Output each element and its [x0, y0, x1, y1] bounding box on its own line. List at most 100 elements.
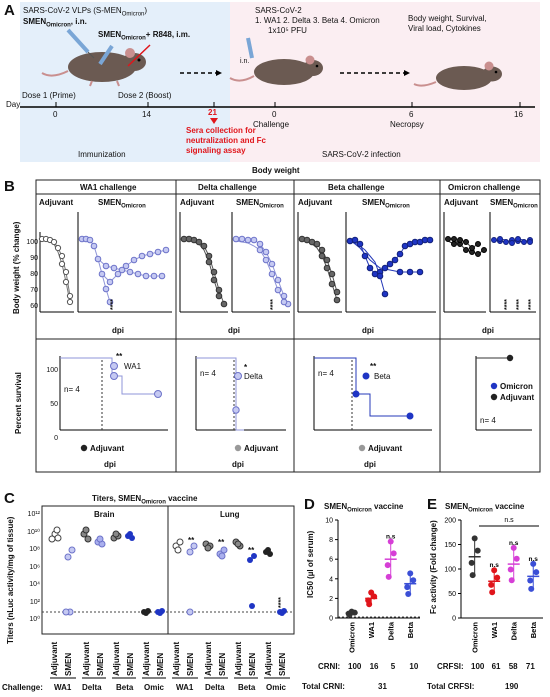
- day-label: Day: [6, 100, 21, 109]
- c-x-smen-2: SMEN: [96, 652, 105, 676]
- data-point: [491, 567, 498, 574]
- sig-delta: ****: [270, 299, 277, 310]
- sig-omicron-2: ****: [516, 299, 523, 310]
- omicron-survival-chart: [475, 354, 532, 431]
- data-point: [513, 555, 520, 562]
- dpi-label-wa1: dpi: [112, 326, 124, 335]
- lung-dots: [172, 538, 287, 616]
- mouse-icon: [229, 55, 323, 85]
- panel-c-y-label: Titers (nLuc activity/mg of tissue): [6, 516, 15, 644]
- c-x-adj-7: Adjuvant: [234, 641, 243, 676]
- sera-arrow-icon: [210, 118, 218, 124]
- smen-label-wa1: SMENOmicron: [98, 198, 146, 210]
- significance-label: n.s: [529, 556, 539, 563]
- header-delta: Delta challenge: [198, 183, 257, 192]
- c-x-adj-5: Adjuvant: [172, 641, 181, 676]
- c-strain-delta-brain: Delta: [82, 683, 102, 692]
- dpi-survival-wa1: dpi: [104, 460, 116, 469]
- c-x-smen-5: SMEN: [186, 652, 195, 676]
- sig-survival-delta: *: [244, 363, 248, 372]
- panel-a: A SARS-CoV-2 VLPs (S-MENOmicron) SMENOmi…: [0, 0, 550, 172]
- legend-adjuvant-omicron: Adjuvant: [500, 393, 535, 402]
- panel-e-title: SMENOmicron vaccine: [445, 502, 525, 514]
- c-x-adj-8: Adjuvant: [264, 641, 273, 676]
- challenge-day-0: 0: [272, 110, 277, 119]
- sig-c-2: **: [218, 538, 225, 547]
- day-21: 21: [208, 108, 217, 117]
- data-point: [474, 547, 481, 554]
- crni-label: CRNI:: [318, 662, 341, 671]
- header-beta: Beta challenge: [328, 183, 385, 192]
- syringe-icon: [98, 44, 114, 66]
- x-tick-label: Beta: [529, 621, 538, 638]
- significance-label: n.s: [504, 517, 514, 524]
- total-crni-value: 31: [378, 682, 387, 691]
- data-point: [488, 581, 495, 588]
- infection-label: SARS-CoV-2 infection: [322, 150, 401, 159]
- adjuvant-label-delta: Adjuvant: [180, 198, 215, 207]
- challenge-strains: 1. WA1 2. Delta 3. Beta 4. Omicron: [255, 16, 380, 25]
- fc-activity-chart: 200 150 100 50 0 Omicron WA1 n.s Delta n.s Beta n.s…: [444, 517, 543, 653]
- c-x-adj-1: Adjuvant: [50, 641, 59, 676]
- delta-weight-chart: [179, 212, 292, 313]
- total-crfsi-value: 190: [505, 682, 519, 691]
- day-0: 0: [53, 110, 58, 119]
- weight-y-ticks: 100 90 80 70 60: [26, 239, 38, 310]
- panel-c: C Titers, SMENOmicron vaccine: [0, 476, 300, 697]
- panel-c-y-ticks: 10¹² 10¹⁰ 10⁸ 10⁶ 10⁴ 10² 10⁰: [27, 511, 40, 623]
- dpi-label-beta: dpi: [362, 326, 374, 335]
- data-point: [469, 572, 476, 579]
- weight-y-label: Body weight (% change): [12, 221, 21, 314]
- c-x-smen-7: SMEN: [248, 652, 257, 676]
- smen-label-omicron: SMENOmicron: [490, 198, 538, 210]
- data-point: [533, 569, 540, 576]
- c-x-smen-6: SMEN: [218, 652, 227, 676]
- data-point: [468, 559, 475, 566]
- challenge-label: Challenge: [253, 120, 290, 129]
- sig-c-4: ****: [278, 597, 285, 608]
- y-tick-label: 100: [444, 567, 456, 574]
- x-tick-label: Beta: [406, 621, 415, 638]
- smen-in-label: SMENOmicron, i.n.: [23, 17, 87, 29]
- c-strain-delta-lung: Delta: [205, 683, 225, 692]
- panel-b: B Body weight: [0, 164, 550, 474]
- smen-label-beta: SMENOmicron: [362, 198, 410, 210]
- adjuvant-label-wa1: Adjuvant: [39, 198, 74, 207]
- significance-label: n.s: [509, 540, 519, 547]
- syringe-icon: [66, 28, 95, 59]
- wa1-weight-chart: [38, 212, 172, 313]
- legend-wa1: WA1: [124, 362, 142, 371]
- c-x-smen-8: SMEN: [278, 652, 287, 676]
- y-tick-label: 2: [329, 596, 333, 603]
- necropsy-label: Necropsy: [390, 120, 424, 129]
- y-tick-label: 6: [329, 557, 333, 564]
- y-tick-label: 0: [452, 616, 456, 623]
- c-strain-omic-brain: Omic: [144, 683, 165, 692]
- data-point: [527, 577, 534, 584]
- x-tick-label: Delta: [387, 621, 396, 640]
- panel-b-graphics: [35, 179, 541, 473]
- legend-adjuvant-wa1: Adjuvant: [90, 444, 125, 453]
- x-tick-label: Delta: [510, 621, 519, 640]
- y-tick-label: 150: [444, 542, 456, 549]
- c-x-smen-4: SMEN: [156, 652, 165, 676]
- endpoints-line2: Viral load, Cytokines: [408, 24, 481, 33]
- delta-survival-chart: [195, 356, 286, 452]
- challenge-title: SARS-CoV-2: [255, 6, 302, 15]
- sig-c-3: **: [248, 546, 255, 555]
- in-label: i.n.: [240, 58, 250, 65]
- x-tick-label: Omicron: [471, 622, 480, 653]
- mouse-icon: [41, 48, 146, 87]
- dose2-label: Dose 2 (Boost): [118, 91, 172, 100]
- header-omicron: Omicron challenge: [448, 183, 521, 192]
- c-x-smen-1: SMEN: [64, 652, 73, 676]
- y-tick-label: 200: [444, 518, 456, 525]
- c-x-adj-2: Adjuvant: [82, 641, 91, 676]
- panel-c-letter: C: [4, 490, 15, 507]
- c-x-smen-3: SMEN: [126, 652, 135, 676]
- panel-d-title: SMENOmicron vaccine: [324, 502, 404, 514]
- necropsy-day-6: 6: [409, 110, 414, 119]
- omicron-weight-chart: [443, 212, 536, 313]
- c-x-adj-3: Adjuvant: [112, 641, 121, 676]
- sig-omicron-3: ****: [528, 299, 535, 310]
